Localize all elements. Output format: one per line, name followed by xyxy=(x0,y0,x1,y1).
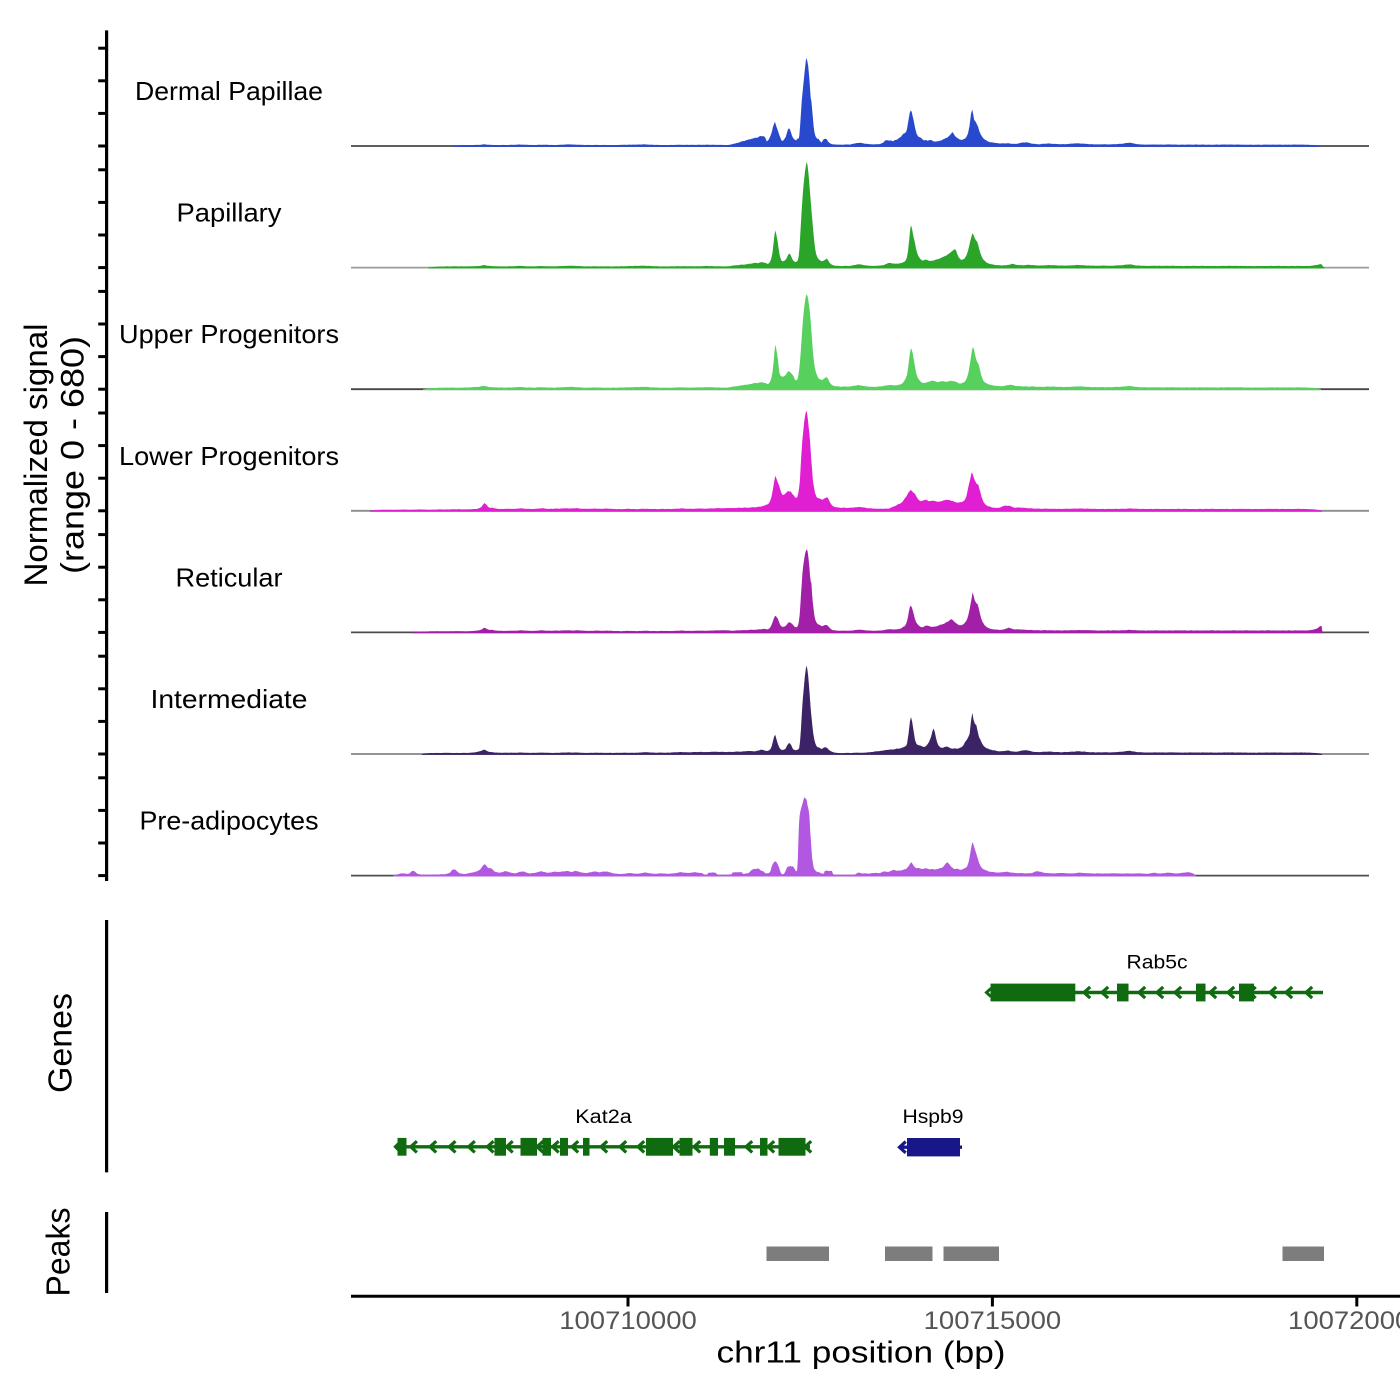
svg-text:Hspb9: Hspb9 xyxy=(903,1107,964,1128)
svg-text:Dermal Papillae: Dermal Papillae xyxy=(135,76,323,106)
svg-text:Rab5c: Rab5c xyxy=(1127,953,1188,974)
svg-text:Kat2a: Kat2a xyxy=(575,1107,632,1128)
svg-text:Genes: Genes xyxy=(42,993,79,1093)
svg-text:Upper Progenitors: Upper Progenitors xyxy=(119,319,339,349)
svg-text:(range 0 - 680): (range 0 - 680) xyxy=(55,336,91,574)
svg-text:100710000: 100710000 xyxy=(559,1307,697,1335)
svg-text:Papillary: Papillary xyxy=(177,198,282,228)
svg-text:chr11 position (bp): chr11 position (bp) xyxy=(717,1335,1006,1370)
svg-text:100715000: 100715000 xyxy=(924,1307,1062,1335)
svg-text:Reticular: Reticular xyxy=(176,562,283,592)
svg-text:100720000: 100720000 xyxy=(1288,1307,1400,1335)
svg-text:Peaks: Peaks xyxy=(40,1208,77,1297)
svg-text:Lower Progenitors: Lower Progenitors xyxy=(119,441,339,471)
svg-text:Normalized signal: Normalized signal xyxy=(18,324,54,587)
svg-text:Pre-adipocytes: Pre-adipocytes xyxy=(140,806,319,836)
svg-text:Intermediate: Intermediate xyxy=(151,684,308,714)
